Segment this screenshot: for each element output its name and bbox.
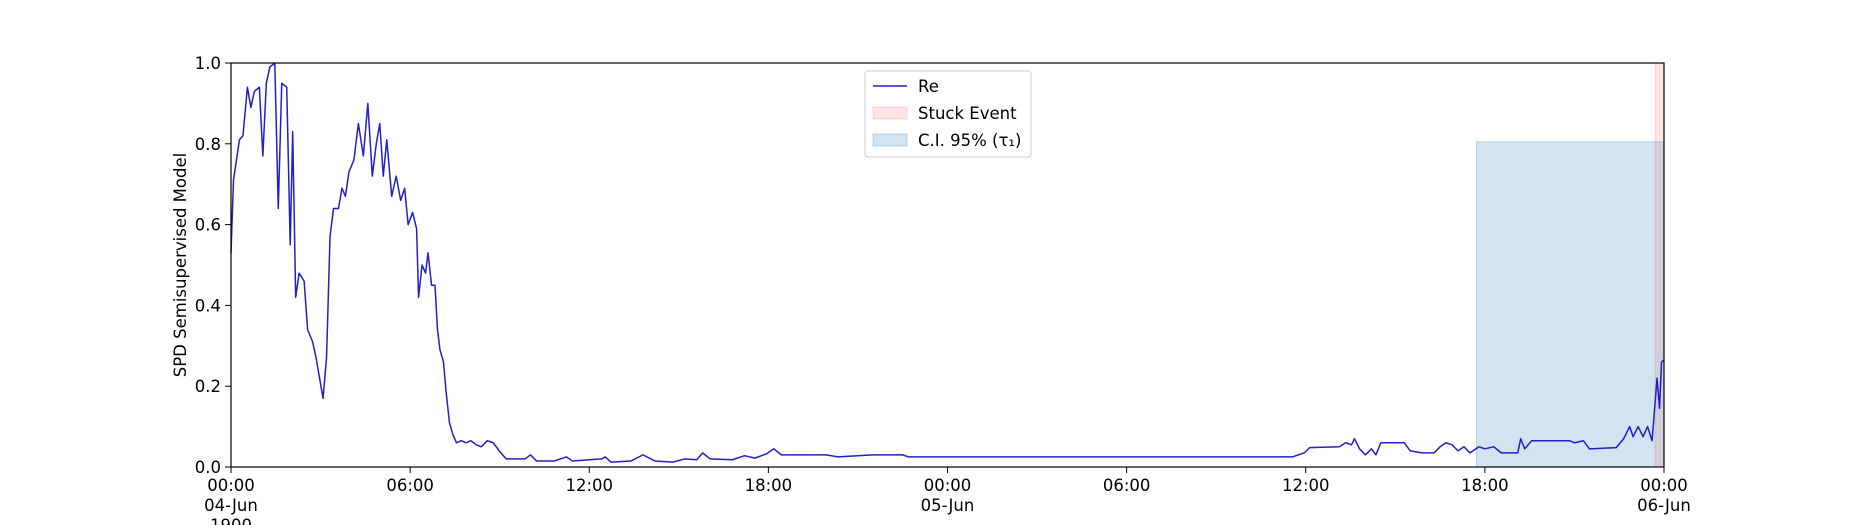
y-tick-label: 0.2	[195, 377, 221, 396]
y-axis-label: SPD Semisupervised Model	[171, 153, 190, 377]
legend-frame	[864, 70, 1032, 158]
legend-swatch	[872, 106, 908, 120]
y-tick-label: 0.8	[195, 135, 221, 154]
legend-label: Stuck Event	[918, 104, 1017, 123]
legend-swatch	[872, 133, 908, 147]
x-tick-label: 00:00 05-Jun	[921, 476, 975, 515]
x-tick-label: 00:00 06-Jun	[1637, 476, 1691, 515]
x-tick-label: 18:00	[745, 476, 793, 495]
x-tick-label: 12:00	[1282, 476, 1330, 495]
x-tick-label: 18:00	[1461, 476, 1509, 495]
y-tick-label: 1.0	[195, 54, 221, 73]
legend-label: C.I. 95% (τ₁)	[918, 131, 1021, 150]
legend-label: Re	[918, 77, 939, 96]
x-tick-label: 12:00	[565, 476, 613, 495]
y-tick-label: 0.4	[195, 296, 221, 315]
shaded-region	[1475, 141, 1665, 468]
legend: Re Stuck Event C.I. 95% (τ₁)	[864, 70, 1032, 158]
data-line	[230, 62, 1665, 463]
y-tick-label: 0.6	[195, 216, 221, 235]
x-tick-label: 06:00	[386, 476, 434, 495]
y-tick-label: 0.0	[195, 458, 221, 477]
x-tick-label: 06:00	[1103, 476, 1151, 495]
